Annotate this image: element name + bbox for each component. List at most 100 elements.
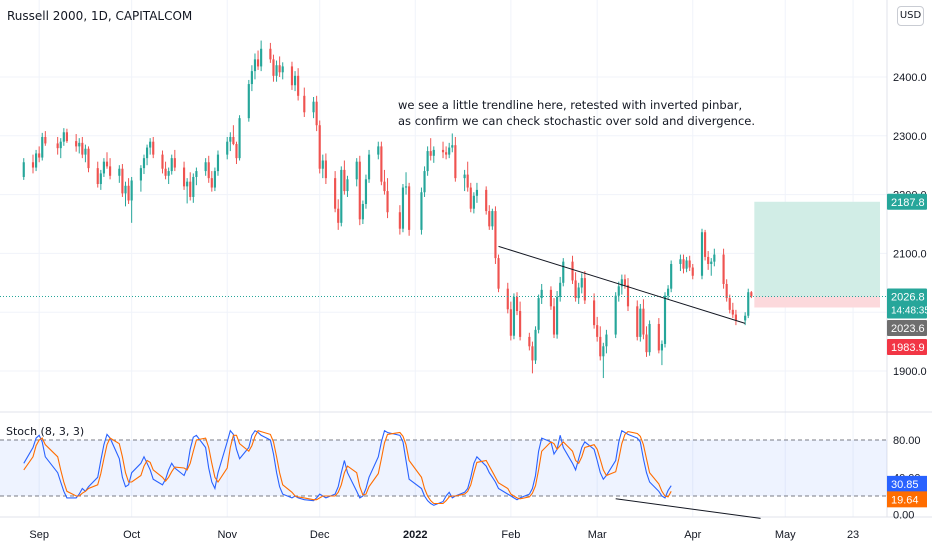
candle-body [441,149,445,153]
candle [367,149,371,183]
candle [226,136,229,160]
candle-body [247,84,250,119]
candle [59,138,62,159]
candle-body [617,286,620,296]
stoch-value-text: 19.64 [891,494,919,506]
current-price-label-text: 2026.8 [891,291,925,303]
candle-body [725,283,728,299]
candle [253,53,257,80]
currency-button[interactable]: USD [897,6,924,26]
candle [432,146,435,163]
candle [614,292,617,339]
candle [691,263,694,280]
time-tick-label: Dec [310,529,330,541]
candle-body [494,211,497,259]
candle [142,154,146,175]
candle-body [528,336,531,347]
candle-body [173,158,176,168]
candle-body [451,145,454,148]
time-tick-label: Nov [217,529,237,541]
candle [121,164,124,197]
candle-body [38,153,41,158]
candle [552,298,556,339]
candle [105,152,109,169]
candle-body [87,148,90,169]
candle-body [170,158,173,172]
candle-body [685,260,688,269]
candle [648,320,651,356]
candle-body [253,59,257,72]
time-tick-label: 2022 [403,529,427,541]
candle [725,279,728,302]
candle-body [232,136,235,145]
stoch-title: Stoch (8, 3, 3) [6,425,85,438]
candle-body [337,208,340,223]
candle [247,79,250,122]
candle [149,138,152,155]
candle-body [423,171,426,193]
candle-body [534,329,537,361]
time-tick-label: Feb [501,529,520,541]
candle-body [660,343,664,351]
candle-body [192,176,195,197]
stoch-line-pct-d [23,430,672,505]
candle-body [667,288,670,296]
candle [679,254,682,272]
candle [167,167,170,185]
candle-body [297,75,300,96]
candle [139,165,142,192]
candle-body [99,173,102,185]
target-price-label-bg [887,193,927,210]
candle-body [41,136,44,158]
candle [663,292,667,348]
candle [38,146,41,163]
candle [343,160,346,195]
candle-body [688,260,691,268]
candle-body [75,141,78,147]
candle-body [475,189,479,196]
candle-body [207,162,210,179]
candle [667,285,670,300]
candle [660,340,664,366]
candle-body [577,287,580,299]
candle-body [167,171,170,176]
candle-body [340,169,343,223]
candle [559,276,562,302]
candle-body [463,174,466,179]
candle [583,271,586,304]
candle [448,142,451,159]
candle-body [78,142,81,147]
candle [152,136,155,159]
candle [515,292,519,316]
candle-body [599,336,602,357]
candle-body [645,334,648,353]
candle-body [734,314,737,321]
candle [130,176,133,223]
stoch-tick-label: 0.00 [893,510,914,522]
price-tick-label: 2100.0 [893,248,927,260]
candle [398,205,401,235]
candle [750,291,753,299]
candle [441,141,445,159]
candle [577,282,580,304]
candle-body [700,232,704,276]
candle [451,133,454,153]
candle [41,132,44,161]
time-tick-label: Sep [29,529,49,541]
candle [297,68,300,101]
candle-body [713,254,716,262]
candle [102,158,105,177]
candle-body [744,315,747,321]
candle-body [509,309,512,336]
candle-body [210,178,213,188]
candle [87,146,90,173]
candle [574,272,577,302]
candle [713,248,716,267]
candle [22,158,25,180]
stoch-band-fill [0,440,887,496]
candle-body [152,141,155,155]
candle [127,178,130,205]
candle [186,178,189,204]
